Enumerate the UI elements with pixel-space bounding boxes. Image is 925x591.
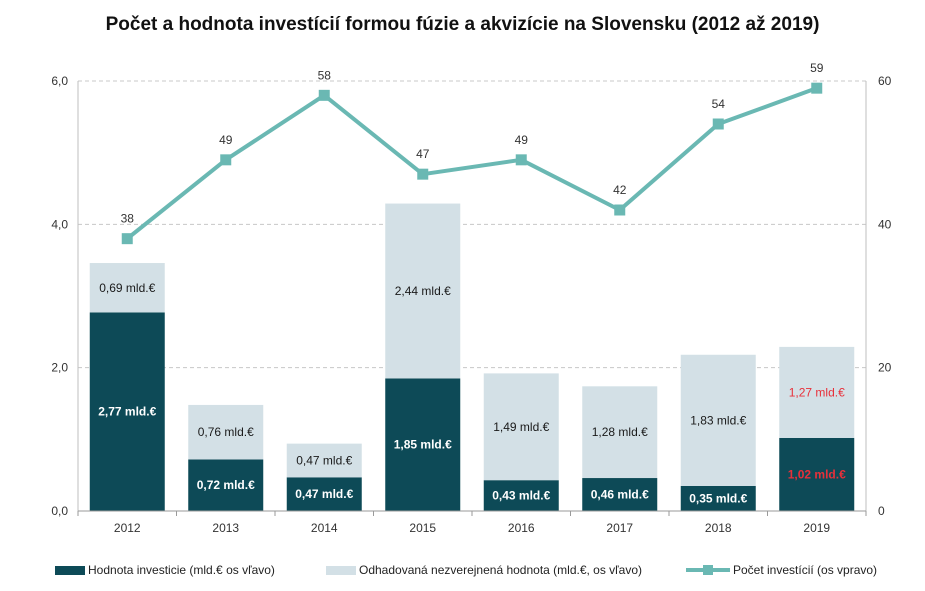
data-label-count: 58 xyxy=(318,68,332,82)
bar-estimated xyxy=(286,443,362,478)
y-right-tick-label: 0 xyxy=(878,504,885,518)
data-label-value: 2,77 mld.€ xyxy=(98,405,156,419)
data-label-estimated: 1,83 mld.€ xyxy=(690,413,746,427)
y-left-tick-label: 0,0 xyxy=(51,504,68,518)
legend-item-value: Hodnota investicie (mld.€ os vľavo) xyxy=(55,560,275,580)
data-label-count: 54 xyxy=(712,97,726,111)
data-label-value: 1,02 mld.€ xyxy=(788,467,846,481)
legend-swatch-count xyxy=(686,565,730,575)
legend-swatch-value xyxy=(55,565,85,575)
data-label-count: 42 xyxy=(613,183,627,197)
y-left-tick-label: 2,0 xyxy=(51,361,68,375)
bar-estimated xyxy=(483,373,559,481)
data-label-estimated: 0,69 mld.€ xyxy=(99,281,155,295)
bar-value xyxy=(680,485,756,511)
data-label-estimated: 0,47 mld.€ xyxy=(296,453,352,467)
data-label-estimated: 2,44 mld.€ xyxy=(395,284,451,298)
line-point xyxy=(417,168,429,180)
data-label-estimated: 1,27 mld.€ xyxy=(789,385,845,399)
legend-item-count: Počet investícií (os vpravo) xyxy=(686,560,877,580)
bar-value xyxy=(286,477,362,511)
data-label-value: 0,46 mld.€ xyxy=(591,488,649,502)
data-label-value: 0,72 mld.€ xyxy=(197,478,255,492)
line-point xyxy=(614,204,626,216)
bar-estimated xyxy=(385,203,461,379)
line-point xyxy=(515,154,527,166)
legend-item-estimated: Odhadovaná nezverejnená hodnota (mld.€, … xyxy=(326,560,642,580)
data-label-count: 49 xyxy=(515,133,529,147)
x-tick-label: 2018 xyxy=(705,521,732,535)
x-tick-label: 2014 xyxy=(311,521,338,535)
line-series: 38 49 58 47 49 42 54 59 xyxy=(121,61,824,245)
line-point xyxy=(811,82,823,94)
legend-swatch-estimated xyxy=(326,565,356,575)
bar-value xyxy=(582,478,658,511)
axes: 0,0 2,0 4,0 6,0 0 20 40 60 2012 2013 2014 2015 2016 2… xyxy=(51,74,891,535)
legend-label-value: Hodnota investicie (mld.€ os vľavo) xyxy=(88,563,275,577)
bar-value xyxy=(385,378,461,511)
data-label-estimated: 0,76 mld.€ xyxy=(198,425,254,439)
legend-label-estimated: Odhadovaná nezverejnená hodnota (mld.€, … xyxy=(359,563,643,577)
y-right-tick-label: 20 xyxy=(878,361,892,375)
data-label-count: 38 xyxy=(121,212,135,226)
y-right-tick-label: 60 xyxy=(878,74,892,88)
legend: Hodnota investicie (mld.€ os vľavo) Odha… xyxy=(0,560,925,580)
y-left-tick-label: 6,0 xyxy=(51,74,68,88)
bar-value xyxy=(188,459,264,511)
data-label-value: 0,43 mld.€ xyxy=(492,489,550,503)
bar-value xyxy=(779,437,855,511)
bar-estimated xyxy=(188,404,264,460)
bars: 2,77 mld.€ 0,69 mld.€ 0,72 mld.€ 0,76 mld.€… xyxy=(89,203,855,511)
data-label-estimated: 1,49 mld.€ xyxy=(493,420,549,434)
x-tick-label: 2016 xyxy=(508,521,535,535)
gridlines xyxy=(78,80,866,369)
line-point xyxy=(220,154,232,166)
x-tick-label: 2013 xyxy=(212,521,239,535)
y-left-tick-label: 4,0 xyxy=(51,217,68,231)
chart-title: Počet a hodnota investícií formou fúzie … xyxy=(105,14,820,35)
line-point xyxy=(318,89,330,101)
data-label-count: 47 xyxy=(416,147,430,161)
data-label-count: 49 xyxy=(219,133,233,147)
bar-value xyxy=(89,312,165,511)
data-label-value: 0,35 mld.€ xyxy=(689,491,747,505)
x-tick-label: 2019 xyxy=(803,521,830,535)
bar-estimated xyxy=(89,263,165,313)
legend-label-count: Počet investícií (os vpravo) xyxy=(733,563,878,577)
line-count xyxy=(126,86,818,241)
line-point xyxy=(712,118,724,130)
data-label-estimated: 1,28 mld.€ xyxy=(592,425,648,439)
bar-value xyxy=(483,480,559,511)
line-point xyxy=(121,233,133,245)
combo-chart: 2,77 mld.€ 0,69 mld.€ 0,72 mld.€ 0,76 mld.€… xyxy=(51,61,891,535)
bar-estimated xyxy=(680,354,756,486)
x-tick-label: 2017 xyxy=(606,521,633,535)
y-right-tick-label: 40 xyxy=(878,217,892,231)
x-tick-label: 2015 xyxy=(409,521,436,535)
x-tick-label: 2012 xyxy=(114,521,141,535)
bar-estimated xyxy=(582,386,658,479)
data-label-value: 1,85 mld.€ xyxy=(394,438,452,452)
data-label-count: 59 xyxy=(810,61,824,75)
data-label-value: 0,47 mld.€ xyxy=(295,487,353,501)
bar-estimated xyxy=(779,346,855,438)
